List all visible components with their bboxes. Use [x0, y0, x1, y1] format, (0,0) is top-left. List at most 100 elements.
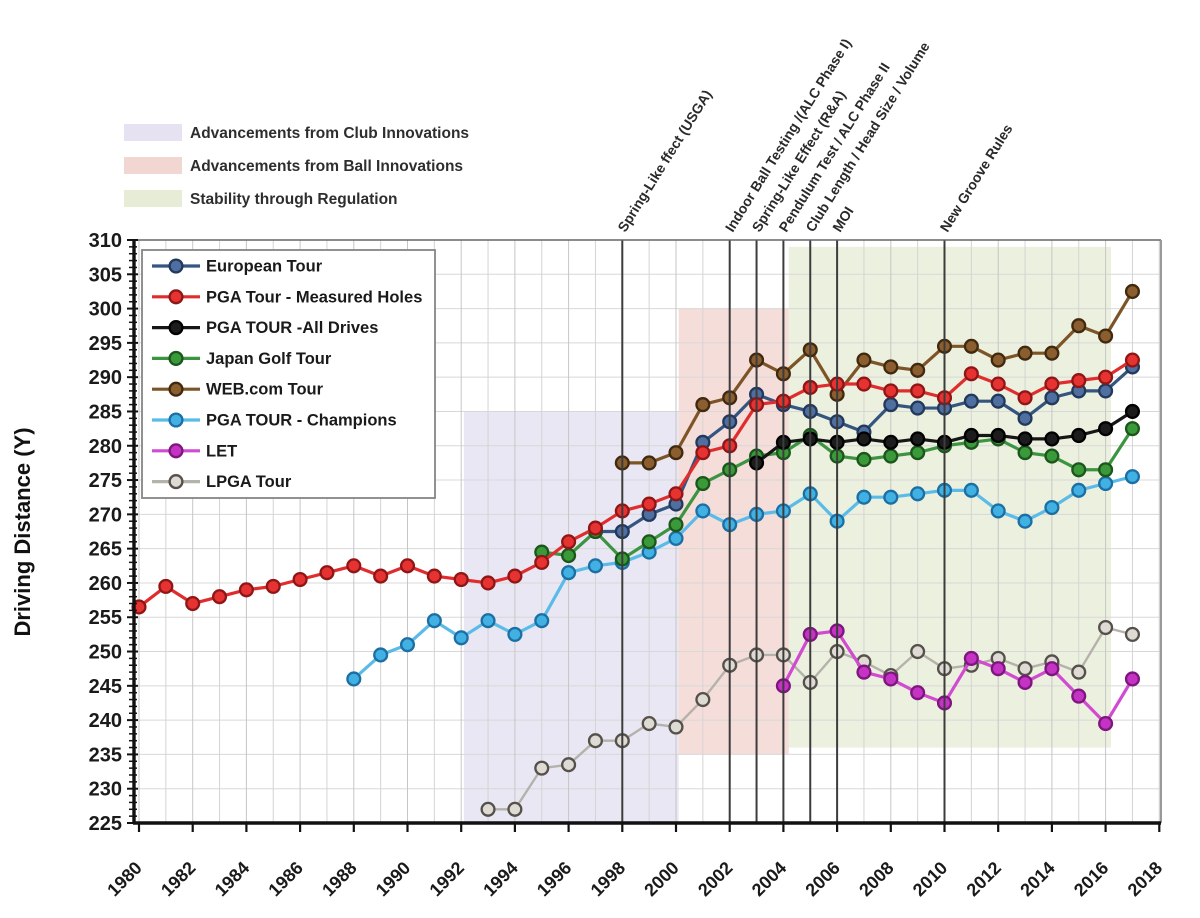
- x-tick-label: 2004: [748, 858, 790, 900]
- y-tick-label: 285: [89, 401, 122, 423]
- legend-marker: [168, 320, 184, 336]
- data-point: [507, 626, 523, 642]
- data-point: [1124, 671, 1140, 687]
- legend-label: WEB.com Tour: [206, 381, 324, 399]
- x-tick-label: 1992: [426, 858, 468, 900]
- x-tick-label: 1982: [157, 858, 199, 900]
- data-point: [1124, 403, 1140, 420]
- region-swatch: [124, 157, 182, 174]
- x-tick-label: 2008: [855, 858, 897, 900]
- data-point: [346, 671, 362, 687]
- data-point: [1098, 421, 1114, 437]
- data-point: [668, 445, 684, 461]
- series-legend: European Tour PGA Tour - Measured Holes PG…: [141, 249, 436, 499]
- event-label-2010: New Groove Rules: [936, 121, 1015, 235]
- event-label-2006: MOI: [829, 204, 857, 235]
- data-point: [1098, 369, 1114, 385]
- data-point: [1124, 421, 1140, 437]
- data-point: [963, 338, 979, 354]
- data-point: [426, 568, 442, 584]
- region-legend-item-1: Advancements from Ball Innovations: [124, 157, 463, 175]
- x-tick-label: 2010: [909, 858, 951, 900]
- data-point: [561, 547, 577, 564]
- data-point: [1044, 448, 1060, 464]
- data-point: [910, 685, 926, 701]
- data-point: [1098, 619, 1114, 636]
- data-point: [910, 643, 926, 660]
- data-point: [668, 517, 684, 533]
- data-point: [883, 397, 899, 413]
- x-tick-label: 2002: [694, 858, 736, 900]
- event-label-1998: Spring-Like ffect (USGA): [614, 87, 715, 235]
- data-point: [1071, 688, 1087, 704]
- y-tick-label: 265: [89, 539, 122, 561]
- x-tick-label: 2000: [640, 858, 682, 900]
- legend-item-pga-tour-measured-holes: PGA Tour - Measured Holes: [152, 288, 422, 306]
- data-point: [1098, 475, 1114, 492]
- region-swatch: [124, 190, 182, 207]
- data-point: [990, 352, 1006, 368]
- event-label-2004: Pendulum Test / ALC Phase II: [775, 60, 892, 235]
- x-tick-label: 1988: [318, 858, 360, 900]
- legend-marker: [168, 289, 184, 305]
- data-point: [319, 565, 335, 581]
- x-tick-label: 2006: [801, 858, 843, 900]
- data-point: [1017, 431, 1033, 447]
- data-point: [910, 445, 926, 461]
- data-point: [1017, 345, 1033, 361]
- data-point: [1098, 462, 1114, 478]
- data-point: [507, 801, 523, 817]
- legend-marker: [168, 350, 184, 366]
- y-tick-label: 240: [89, 710, 122, 732]
- data-point: [910, 486, 926, 502]
- data-point: [641, 534, 657, 550]
- data-point: [641, 496, 657, 512]
- y-axis-title: Driving Distance (Y): [10, 427, 35, 636]
- x-tick-label: 1990: [372, 858, 414, 900]
- data-point: [1071, 482, 1087, 498]
- data-point: [883, 383, 899, 399]
- x-tick-label: 1986: [264, 858, 306, 900]
- x-tick-label: 2016: [1070, 858, 1112, 900]
- data-point: [561, 565, 577, 581]
- data-point: [990, 393, 1006, 409]
- data-point: [695, 445, 711, 461]
- data-point: [856, 451, 872, 468]
- y-tick-label: 255: [89, 607, 122, 629]
- data-point: [238, 582, 254, 598]
- data-point: [990, 427, 1006, 444]
- y-tick-label: 260: [89, 573, 122, 595]
- x-tick-label: 2014: [1016, 858, 1058, 900]
- data-point: [1017, 513, 1033, 529]
- data-point: [883, 448, 899, 464]
- data-point: [1044, 499, 1060, 516]
- y-tick-label: 275: [89, 470, 122, 492]
- legend-item-let: LET: [152, 442, 237, 460]
- legend-item-lpga-tour: LPGA Tour: [152, 473, 292, 491]
- data-point: [373, 647, 389, 663]
- data-point: [668, 486, 684, 502]
- data-point: [856, 489, 872, 505]
- shaded-regions: [463, 246, 1111, 823]
- legend-marker: [168, 443, 184, 459]
- region-ball-innovations: [678, 308, 789, 755]
- data-point: [883, 489, 899, 505]
- data-point: [373, 568, 389, 584]
- data-point: [641, 715, 657, 732]
- data-point: [963, 650, 979, 666]
- legend-label: LET: [206, 442, 237, 460]
- x-tick-label: 2018: [1124, 858, 1166, 900]
- data-point: [1017, 410, 1033, 426]
- data-point: [453, 630, 469, 646]
- legend-item-pga-tour-all-drives: PGA TOUR -All Drives: [152, 319, 378, 337]
- legend-box: [141, 249, 436, 499]
- data-point: [534, 554, 550, 570]
- data-point: [883, 434, 899, 450]
- legend-item-pga-tour-champions: PGA TOUR - Champions: [152, 412, 397, 430]
- data-point: [1071, 318, 1087, 334]
- data-point: [641, 455, 657, 471]
- y-tick-label: 305: [89, 264, 122, 286]
- data-point: [1017, 445, 1033, 461]
